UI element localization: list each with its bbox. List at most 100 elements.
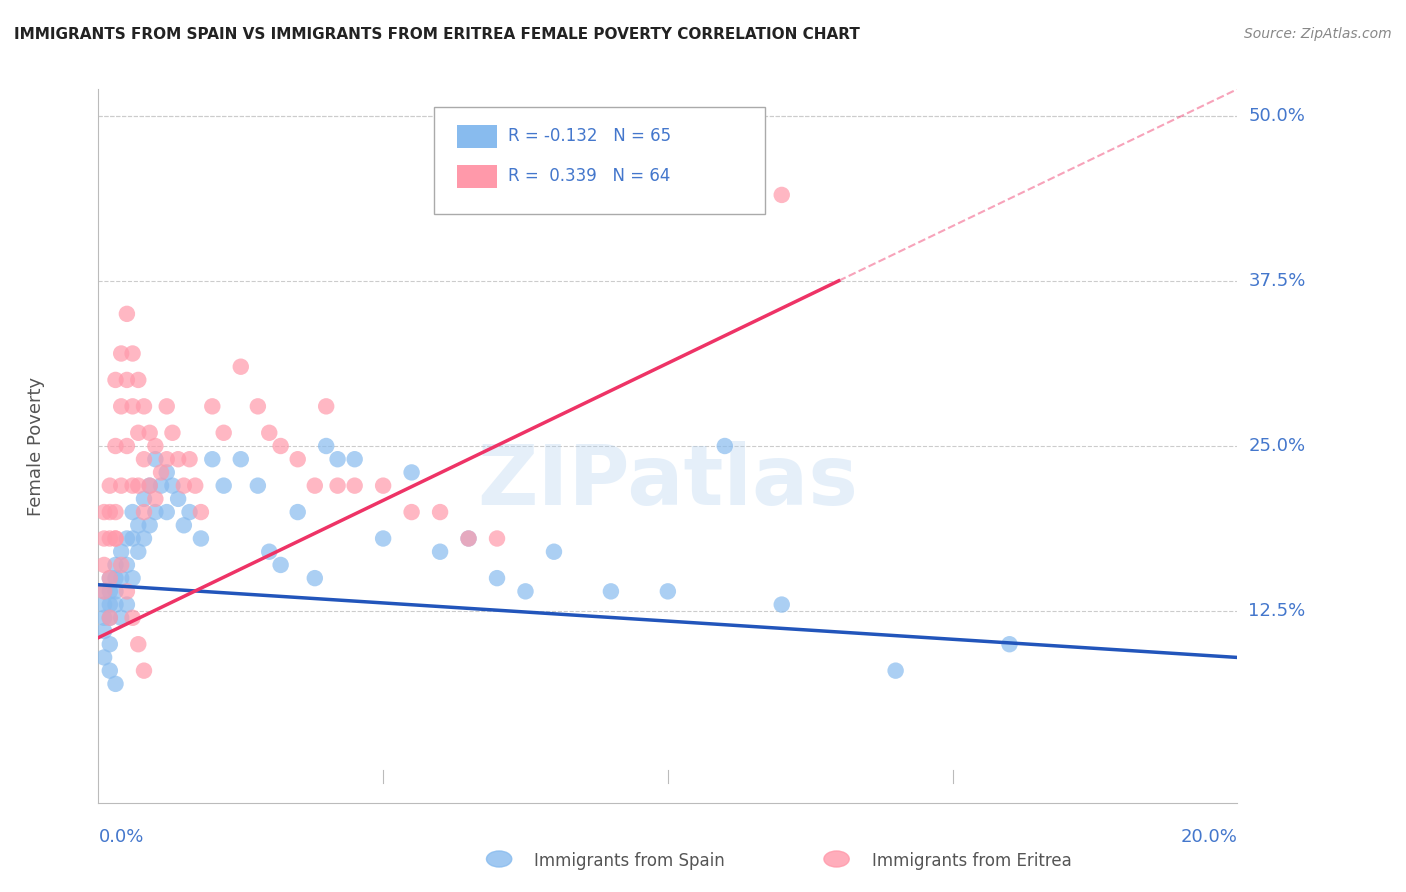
Point	[162, 425, 184, 440]
Point	[98, 571, 121, 585]
Point	[104, 598, 127, 612]
Point	[93, 611, 115, 625]
Point	[115, 584, 138, 599]
Text: Source: ZipAtlas.com: Source: ZipAtlas.com	[1244, 27, 1392, 41]
Point	[150, 478, 173, 492]
Text: 0.0%: 0.0%	[98, 828, 143, 846]
Point	[93, 532, 115, 546]
Bar	[457, 125, 498, 148]
Point	[287, 505, 309, 519]
Text: R = -0.132   N = 65: R = -0.132 N = 65	[509, 128, 672, 145]
Point	[93, 650, 115, 665]
Point	[121, 505, 143, 519]
Text: Immigrants from Eritrea: Immigrants from Eritrea	[872, 852, 1071, 870]
Point	[145, 439, 167, 453]
Point	[315, 400, 337, 414]
Point	[156, 452, 179, 467]
Point	[162, 478, 184, 492]
Point	[132, 505, 155, 519]
Point	[132, 532, 155, 546]
Point	[93, 598, 115, 612]
Point	[315, 439, 337, 453]
Point	[115, 307, 138, 321]
Point	[104, 677, 127, 691]
Point	[98, 505, 121, 519]
Point	[259, 425, 281, 440]
Point	[212, 478, 235, 492]
Point	[229, 359, 252, 374]
Point	[121, 346, 143, 360]
Point	[190, 532, 212, 546]
Point	[770, 188, 793, 202]
Point	[115, 598, 138, 612]
Point	[127, 425, 149, 440]
Point	[184, 478, 207, 492]
Text: 20.0%: 20.0%	[1181, 828, 1237, 846]
Point	[515, 584, 537, 599]
Point	[373, 478, 395, 492]
Point	[115, 532, 138, 546]
Point	[115, 373, 138, 387]
Point	[326, 478, 349, 492]
Point	[98, 637, 121, 651]
Point	[104, 505, 127, 519]
Point	[156, 466, 179, 480]
Point	[104, 558, 127, 572]
Text: Immigrants from Spain: Immigrants from Spain	[534, 852, 725, 870]
Point	[429, 505, 451, 519]
Text: IMMIGRANTS FROM SPAIN VS IMMIGRANTS FROM ERITREA FEMALE POVERTY CORRELATION CHAR: IMMIGRANTS FROM SPAIN VS IMMIGRANTS FROM…	[14, 27, 860, 42]
Point	[401, 466, 423, 480]
Point	[714, 439, 737, 453]
Point	[138, 518, 160, 533]
Point	[104, 532, 127, 546]
Point	[167, 491, 190, 506]
Point	[138, 478, 160, 492]
Point	[998, 637, 1021, 651]
Point	[132, 664, 155, 678]
Point	[110, 545, 132, 559]
Point	[304, 571, 326, 585]
Point	[770, 598, 793, 612]
Point	[121, 478, 143, 492]
Point	[259, 545, 281, 559]
Text: 12.5%: 12.5%	[1249, 602, 1306, 620]
Text: R =  0.339   N = 64: R = 0.339 N = 64	[509, 168, 671, 186]
Point	[127, 478, 149, 492]
Point	[138, 478, 160, 492]
Point	[190, 505, 212, 519]
Point	[173, 518, 195, 533]
Point	[121, 611, 143, 625]
Point	[150, 466, 173, 480]
Point	[132, 452, 155, 467]
Point	[138, 425, 160, 440]
Point	[110, 571, 132, 585]
Point	[127, 637, 149, 651]
Point	[486, 532, 509, 546]
Point	[270, 558, 292, 572]
Point	[429, 545, 451, 559]
Text: 37.5%: 37.5%	[1249, 272, 1306, 290]
Point	[110, 611, 132, 625]
Point	[110, 558, 132, 572]
Point	[110, 478, 132, 492]
Point	[93, 505, 115, 519]
Point	[93, 584, 115, 599]
Point	[121, 400, 143, 414]
Point	[98, 571, 121, 585]
Point	[98, 478, 121, 492]
Point	[246, 400, 269, 414]
Point	[127, 545, 149, 559]
Point	[104, 571, 127, 585]
Point	[115, 558, 138, 572]
Point	[457, 532, 479, 546]
Point	[98, 584, 121, 599]
Text: 25.0%: 25.0%	[1249, 437, 1306, 455]
Point	[201, 400, 224, 414]
Point	[343, 452, 366, 467]
Point	[201, 452, 224, 467]
Point	[121, 571, 143, 585]
Point	[179, 452, 201, 467]
Point	[457, 532, 479, 546]
Point	[93, 624, 115, 638]
Point	[110, 346, 132, 360]
